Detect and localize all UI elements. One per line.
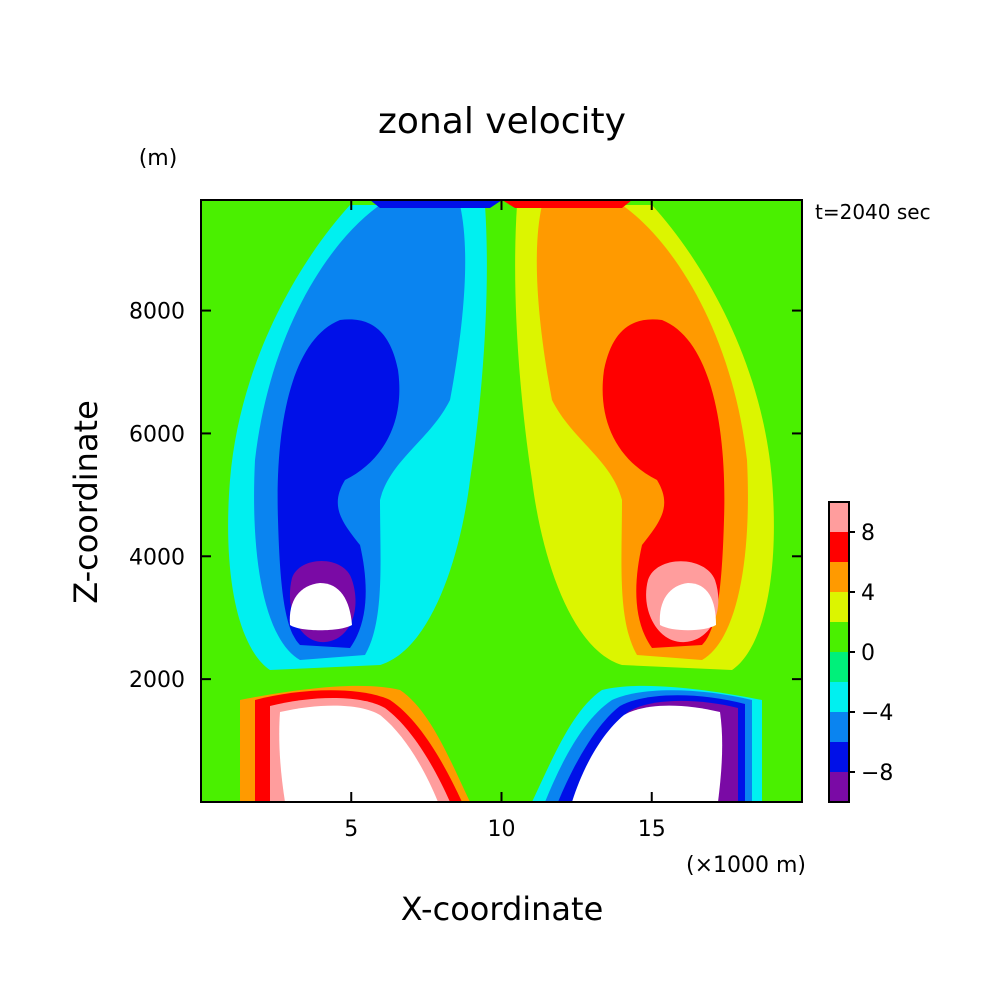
y-tick-label: 4000 <box>129 545 185 570</box>
y-tick-label: 8000 <box>129 300 185 325</box>
colorbar-swatch <box>829 652 849 682</box>
x-axis-unit: (×1000 m) <box>686 853 806 878</box>
top-right-red-strip <box>502 200 632 208</box>
contour-field <box>201 200 802 802</box>
colorbar-tick-label: −4 <box>861 701 893 726</box>
x-axis-label: X-coordinate <box>401 890 604 928</box>
left-white-low <box>279 705 438 802</box>
colorbar-swatch <box>829 592 849 622</box>
colorbar-swatch <box>829 562 849 592</box>
colorbar: −8 −4 0 4 8 <box>828 501 893 803</box>
y-tick-label: 6000 <box>129 422 185 447</box>
y-axis-unit: (m) <box>139 146 178 171</box>
left-white-blob <box>289 583 352 631</box>
colorbar-swatch <box>829 772 849 802</box>
colorbar-swatch <box>829 712 849 742</box>
y-tick-label: 2000 <box>129 668 185 693</box>
colorbar-swatch <box>829 532 849 562</box>
time-label: t=2040 sec <box>815 200 931 224</box>
colorbar-swatch <box>829 502 849 532</box>
x-tick-label: 10 <box>488 817 516 842</box>
y-axis-label: Z-coordinate <box>67 400 105 604</box>
colorbar-swatch <box>829 742 849 772</box>
right-white-low <box>572 705 723 802</box>
top-left-blue-strip <box>370 200 502 208</box>
right-white-blob <box>659 583 716 631</box>
chart-title: zonal velocity <box>378 101 626 142</box>
x-tick-label: 5 <box>344 817 358 842</box>
colorbar-swatch <box>829 682 849 712</box>
colorbar-tick-label: −8 <box>861 761 893 786</box>
y-ticks: 2000 4000 6000 8000 <box>129 300 802 693</box>
x-tick-label: 15 <box>638 817 666 842</box>
colorbar-tick-label: 0 <box>861 641 875 666</box>
colorbar-tick-label: 4 <box>861 581 875 606</box>
colorbar-tick-label: 8 <box>861 521 875 546</box>
colorbar-swatch <box>829 622 849 652</box>
x-ticks: 5 10 15 <box>344 200 666 842</box>
